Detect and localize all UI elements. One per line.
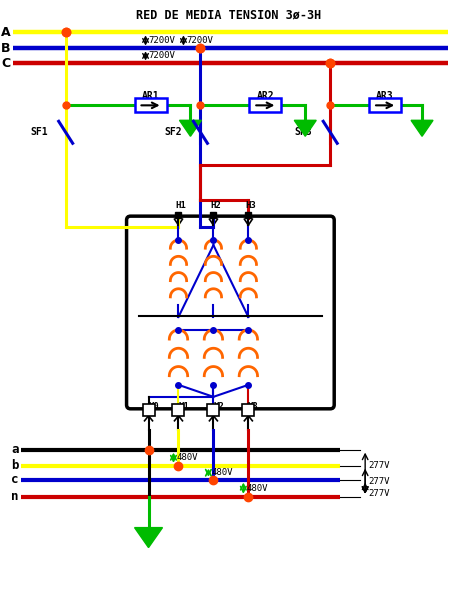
Bar bbox=[207, 404, 219, 416]
Bar bbox=[369, 98, 401, 112]
Text: a: a bbox=[11, 443, 19, 456]
Text: SF1: SF1 bbox=[30, 127, 48, 137]
Text: 480V: 480V bbox=[177, 453, 198, 462]
Text: X0: X0 bbox=[148, 402, 159, 411]
Bar bbox=[142, 404, 155, 416]
Text: B: B bbox=[1, 42, 11, 55]
Text: H1: H1 bbox=[176, 201, 186, 210]
Text: H2: H2 bbox=[210, 201, 221, 210]
FancyBboxPatch shape bbox=[126, 216, 334, 409]
Polygon shape bbox=[294, 121, 316, 136]
Text: 480V: 480V bbox=[246, 484, 268, 493]
Text: 277V: 277V bbox=[368, 476, 389, 485]
Polygon shape bbox=[135, 527, 162, 548]
Text: X2: X2 bbox=[213, 402, 224, 411]
Text: AR1: AR1 bbox=[142, 91, 159, 101]
Text: 7200V: 7200V bbox=[187, 36, 213, 45]
Text: 7200V: 7200V bbox=[148, 52, 176, 61]
Text: X3: X3 bbox=[248, 402, 259, 411]
Text: 7200V: 7200V bbox=[148, 36, 176, 45]
Polygon shape bbox=[179, 121, 202, 136]
Text: c: c bbox=[11, 473, 19, 486]
Text: C: C bbox=[2, 57, 11, 70]
Bar bbox=[172, 404, 184, 416]
Bar bbox=[243, 404, 254, 416]
Text: SF2: SF2 bbox=[165, 127, 182, 137]
Text: 480V: 480V bbox=[212, 468, 233, 477]
Text: 277V: 277V bbox=[368, 461, 389, 470]
Text: 277V: 277V bbox=[368, 488, 389, 497]
Text: X1: X1 bbox=[178, 402, 189, 411]
Text: AR3: AR3 bbox=[376, 91, 394, 101]
Bar bbox=[135, 98, 167, 112]
Text: n: n bbox=[11, 490, 19, 503]
Text: H3: H3 bbox=[245, 201, 256, 210]
Polygon shape bbox=[411, 121, 433, 136]
Text: AR2: AR2 bbox=[257, 91, 274, 101]
Text: RED DE MEDIA TENSION 3ø-3H: RED DE MEDIA TENSION 3ø-3H bbox=[136, 8, 321, 21]
Text: SF3: SF3 bbox=[295, 127, 312, 137]
Bar bbox=[249, 98, 281, 112]
Text: b: b bbox=[11, 459, 19, 472]
Text: A: A bbox=[1, 26, 11, 39]
